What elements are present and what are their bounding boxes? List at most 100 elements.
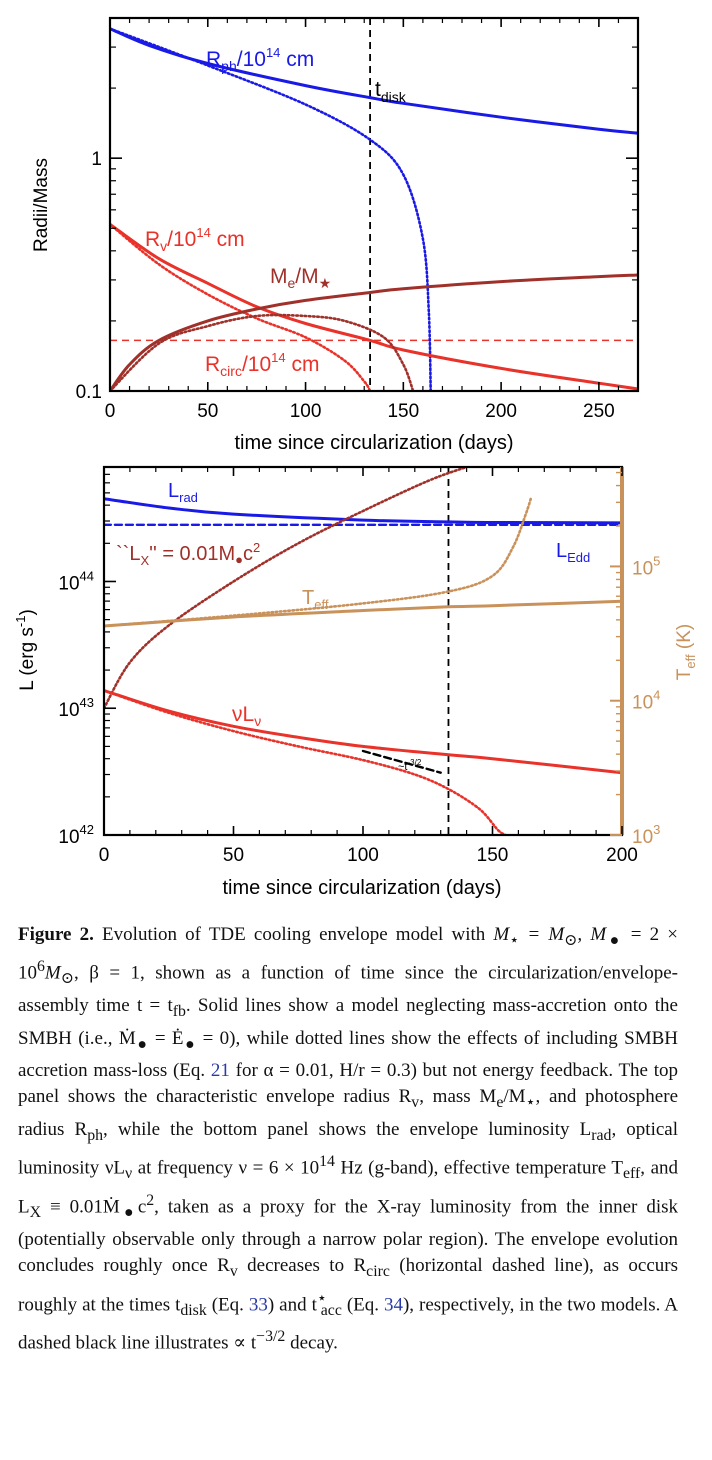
bottom-xtick-label: 100	[347, 845, 379, 866]
caption-text: decay.	[285, 1332, 338, 1354]
bottom-ytick-label: 1044	[58, 568, 94, 594]
caption-sub: ν	[125, 1165, 133, 1183]
caption-text: , optical luminosity νL	[18, 1118, 678, 1179]
caption-math: M	[493, 924, 510, 945]
label-rv: Rv/1014 cm	[145, 225, 245, 254]
caption-sub: disk	[180, 1301, 207, 1319]
caption-ref-eq21[interactable]: 21	[210, 1059, 230, 1081]
figure-caption: Figure 2. Evolution of TDE cooling envel…	[18, 922, 678, 1357]
caption-text: = Ė	[148, 1027, 184, 1049]
caption-text: , β = 1, shown as a function of time sin…	[18, 962, 678, 1017]
series-l-rad	[104, 497, 622, 525]
caption-text: (horizontal dashed line), as occurs roug…	[18, 1255, 678, 1316]
caption-math: M	[44, 962, 61, 984]
caption-text: ), respectively, in the two models. A da…	[18, 1294, 678, 1354]
caption-sub: circ	[366, 1263, 390, 1281]
top-ytick-label: 1	[91, 149, 102, 170]
top-xtick-label: 200	[485, 401, 517, 422]
caption-ref-eq34[interactable]: 34	[383, 1294, 403, 1316]
caption-text: Hz (g-band), effective temperature T	[334, 1157, 623, 1179]
caption-text: for α = 0.01, H/r = 0.3) but not energy …	[18, 1059, 678, 1108]
top-curves	[110, 18, 638, 391]
caption-sub: ●	[119, 1204, 138, 1222]
top-xtick-label: 150	[387, 401, 419, 422]
caption-sub: e	[496, 1094, 504, 1112]
caption-sub: ⋆	[509, 931, 520, 949]
caption-text: , taken as a proxy for the X-ray luminos…	[18, 1196, 678, 1277]
label-lrad: Lrad	[168, 480, 198, 505]
caption-sub: eff	[623, 1165, 641, 1183]
caption-text: = 0), while dotted lines show the effect…	[18, 1027, 678, 1081]
caption-sub: acc	[320, 1301, 342, 1319]
caption-math: , M	[577, 924, 607, 945]
bottom-xlabel: time since circularization (days)	[223, 877, 502, 899]
caption-text: /M	[503, 1086, 526, 1108]
caption-sub: v	[229, 1263, 238, 1281]
label-tdisk: tdisk	[375, 78, 407, 105]
caption-text: decreases to R	[237, 1255, 367, 1277]
caption-sub: ph	[87, 1126, 104, 1144]
caption-sub: X	[29, 1204, 42, 1222]
caption-sub: ●	[606, 931, 623, 949]
top-panel: 0 50 100 150 200 250 0.1 1 Radii/Mass time sinc…	[31, 16, 640, 454]
label-slope: ~t-3/2	[398, 758, 422, 773]
caption-sup: ⋆	[316, 1289, 327, 1307]
top-ylabel: Radii/Mass	[31, 158, 52, 252]
caption-sub: ●	[135, 1035, 149, 1053]
caption-text: = 2 × 10	[18, 924, 679, 984]
bottom-ytick-label: 1042	[58, 822, 94, 848]
label-teff: Teff	[302, 587, 329, 612]
caption-sub: rad	[591, 1126, 612, 1144]
bottom-ticks: 0 50 100 150 200 1042 1043 1044 103 104 105	[58, 466, 660, 866]
label-rph: Rph/1014 cm	[206, 45, 314, 74]
caption-sup: 14	[319, 1153, 335, 1171]
bottom-xtick-label: 150	[477, 845, 509, 866]
caption-sub: ⊙	[564, 931, 578, 949]
label-ledd: LEdd	[556, 540, 590, 565]
bottom-curves	[104, 467, 622, 835]
label-lx: ``LX'' = 0.01M●c2	[116, 540, 260, 568]
caption-text: , and L	[18, 1157, 678, 1218]
caption-sup: 2	[146, 1191, 155, 1209]
series-nu-l-nu-accretion	[104, 689, 507, 835]
caption-sub: v	[411, 1094, 420, 1112]
series-r-v-10-14-cm-accretion	[110, 223, 372, 391]
series-m-e-m-star-accretion	[110, 313, 415, 391]
caption-text: ≡ 0.01Ṁ	[41, 1196, 120, 1218]
series-m-e-m-star	[110, 273, 638, 391]
series-t-eff-accretion	[104, 495, 533, 628]
bottom-ytick-right-label: 103	[632, 822, 660, 848]
bottom-ylabel-right: Teff (K)	[674, 624, 698, 680]
caption-text: at frequency ν = 6 × 10	[132, 1157, 320, 1179]
top-xtick-label: 50	[197, 401, 218, 422]
bottom-xtick-label: 50	[223, 845, 244, 866]
caption-text: (Eq.	[341, 1294, 384, 1316]
figure: 0 50 100 150 200 250 0.1 1 Radii/Mass time sinc…	[13, 16, 698, 899]
caption-math: = M	[519, 924, 565, 945]
series-r-v-10-14-cm	[110, 222, 638, 391]
series-r-ph-10-14-cm-accretion	[110, 27, 432, 391]
caption-text: (Eq.	[206, 1294, 249, 1316]
caption-sup: 6	[37, 958, 45, 976]
caption-label: Figure 2.	[18, 924, 94, 945]
caption-text: , mass M	[419, 1086, 497, 1108]
bottom-ylabel: L (erg s-1)	[13, 609, 38, 691]
bottom-panel: 0 50 100 150 200 1042 1043 1044 103 104 105 L (erg…	[13, 465, 698, 899]
caption-text: . Solid lines show a model neglecting ma…	[18, 995, 678, 1049]
caption-sub: ⊙	[60, 970, 75, 988]
caption-sub: ●	[183, 1035, 197, 1053]
bottom-ytick-label: 1043	[58, 695, 94, 721]
series-r-ph-10-14-cm	[110, 27, 638, 135]
caption-text: , and photosphere radius R	[18, 1086, 678, 1140]
caption-ref-eq33[interactable]: 33	[248, 1294, 268, 1316]
top-xtick-label: 100	[290, 401, 322, 422]
top-xlabel: time since circularization (days)	[235, 432, 514, 454]
caption-sub: fb	[172, 1002, 186, 1020]
top-ticks: 0 50 100 150 200 250 0.1 1	[76, 17, 638, 422]
series-l-x-0-01-mdot-c-2	[104, 467, 468, 710]
caption-sub: ⋆	[525, 1094, 536, 1112]
bottom-ytick-right-label: 105	[632, 553, 660, 579]
bottom-xtick-label: 0	[99, 845, 110, 866]
label-me: Me/M★	[270, 265, 331, 291]
top-xtick-label: 250	[583, 401, 615, 422]
